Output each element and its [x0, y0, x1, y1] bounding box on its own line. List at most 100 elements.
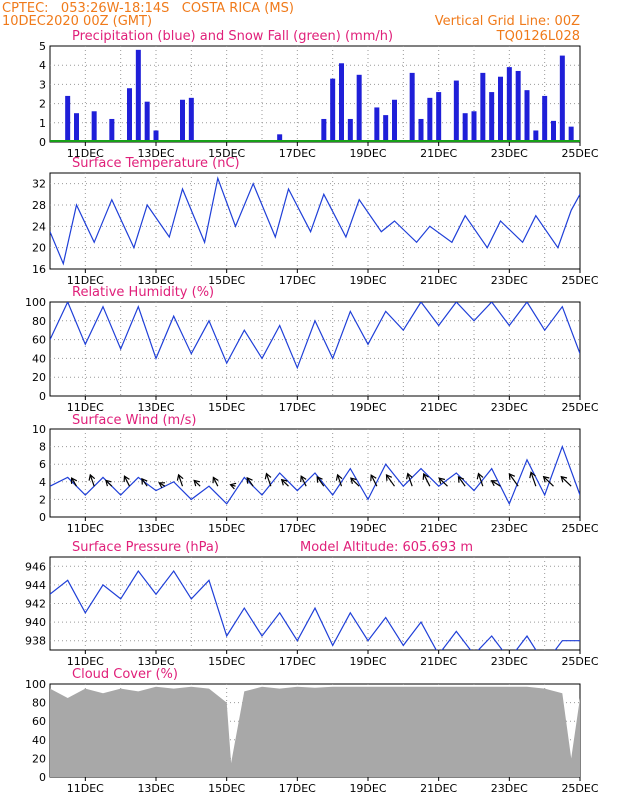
wind-ytick-label: 2 [39, 493, 46, 506]
header-model-id: TQ0126L028 [496, 29, 580, 44]
precip-bar [127, 88, 132, 142]
precip-bar [188, 97, 194, 142]
wind-arrow [212, 476, 219, 487]
humidity-ytick-label: 40 [32, 352, 46, 365]
humidity-xtick-label: 17DEC [279, 401, 316, 414]
wind-xtick-label: 17DEC [279, 522, 316, 535]
humidity-series-line [50, 302, 580, 370]
wind-arrow-head [316, 475, 323, 483]
precip-panel: Precipitation (blue) and Snow Fall (gree… [39, 29, 599, 160]
header-location: CPTEC: 053:26W-18:14S COSTA RICA (MS) [2, 1, 294, 16]
wind-panel: Surface Wind (m/s) 0 2 4 6 8 10 11DEC 13DEC 15DE… [32, 413, 599, 535]
temperature-frame [49, 172, 581, 270]
precip-bar [277, 134, 283, 142]
wind-arrow-shaft [477, 473, 484, 487]
wind-arrow-head [158, 482, 165, 489]
wind-ytick-label: 6 [39, 458, 46, 471]
pressure-xtick-label: 17DEC [279, 655, 316, 668]
wind-arrow [490, 480, 501, 487]
precip-bar [542, 95, 548, 142]
precip-bar [568, 126, 574, 142]
precip-ytick-label: 3 [39, 78, 46, 91]
precip-bar [489, 92, 495, 142]
temperature-xtick-label: 15DEC [208, 274, 245, 287]
cloud-xtick-label: 25DEC [561, 782, 598, 795]
temperature-panel: Surface Temperature (nC) 16 20 24 28 32 11DEC… [32, 156, 599, 287]
wind-arrow-head [141, 477, 148, 485]
precip-bar [480, 72, 486, 142]
wind-arrow-head [264, 472, 272, 480]
precip-bar [471, 111, 477, 142]
cloud-xtick-label: 23DEC [491, 782, 528, 795]
wind-arrow-shaft [508, 473, 519, 487]
pressure-ytick-label: 940 [25, 616, 46, 629]
wind-arrow-shaft [105, 480, 113, 487]
wind-arrow [105, 479, 113, 487]
wind-arrow [335, 473, 343, 487]
temperature-xtick-label: 25DEC [561, 274, 598, 287]
humidity-xtick-label: 23DEC [491, 401, 528, 414]
humidity-ytick-label: 100 [25, 296, 46, 309]
wind-arrow [264, 472, 272, 487]
wind-arrow-head [105, 479, 112, 487]
pressure-xtick-label: 15DEC [208, 655, 245, 668]
temperature-xtick-label: 17DEC [279, 274, 316, 287]
wind-title: Surface Wind (m/s) [72, 413, 196, 428]
precip-plot-area [50, 49, 580, 142]
wind-arrow [476, 472, 484, 487]
wind-arrow [422, 472, 431, 487]
humidity-title: Relative Humidity (%) [72, 285, 214, 300]
wind-arrow [508, 473, 519, 487]
precip-bar [533, 130, 539, 142]
precip-xtick-label: 17DEC [279, 147, 316, 160]
wind-arrow-shaft [300, 475, 307, 487]
pressure-ytick-label: 942 [25, 598, 46, 611]
wind-arrow [280, 478, 289, 487]
wind-arrow-shaft [350, 477, 360, 487]
precip-xtick-label: 13DEC [137, 147, 174, 160]
precip-bar [551, 120, 556, 142]
wind-arrow-shaft [265, 473, 272, 487]
wind-ytick-label: 0 [39, 511, 46, 524]
cloud-xtick-label: 15DEC [208, 782, 245, 795]
wind-plot-area [50, 444, 580, 506]
cloud-ytick-label: 20 [32, 752, 46, 765]
humidity-xtick-label: 21DEC [420, 401, 457, 414]
temperature-plot-area [50, 176, 580, 266]
precip-bar [462, 113, 468, 142]
cloud-xtick-label: 17DEC [279, 782, 316, 795]
wind-arrow-head [422, 472, 429, 480]
pressure-altitude-note: Model Altitude: 605.693 m [300, 540, 473, 555]
wind-xtick-label: 19DEC [349, 522, 386, 535]
wind-arrow-shaft [458, 476, 466, 487]
wind-arrow-head [508, 473, 516, 480]
wind-arrow [141, 477, 148, 487]
wind-arrow [176, 473, 184, 487]
wind-arrow-shaft [141, 478, 148, 487]
wind-arrow-head [476, 472, 484, 480]
wind-xtick-label: 23DEC [491, 522, 528, 535]
temperature-xtick-label: 19DEC [349, 274, 386, 287]
cloud-ytick-label: 100 [25, 678, 46, 691]
humidity-ytick-label: 20 [32, 371, 46, 384]
humidity-panel: Relative Humidity (%) 0 20 40 60 80 100 11DEC 1… [25, 285, 599, 414]
temperature-title: Surface Temperature (nC) [72, 156, 240, 171]
wind-arrow-head [280, 478, 288, 486]
wind-arrow [300, 475, 307, 487]
cloud-ytick-label: 80 [32, 697, 46, 710]
wind-arrow [123, 475, 131, 487]
humidity-xtick-label: 19DEC [349, 401, 386, 414]
humidity-xtick-label: 25DEC [561, 401, 598, 414]
wind-arrow [88, 473, 96, 487]
wind-arrow [385, 474, 395, 487]
precip-bar [153, 130, 159, 142]
wind-arrow [229, 482, 237, 490]
precip-xtick-label: 19DEC [349, 147, 386, 160]
precip-bar [91, 111, 97, 142]
wind-arrow [457, 475, 466, 487]
precip-bar [144, 101, 150, 142]
wind-arrow-shaft [316, 476, 325, 487]
wind-arrow-head [246, 476, 253, 484]
pressure-xtick-label: 19DEC [349, 655, 386, 668]
wind-arrow-head [88, 473, 96, 481]
